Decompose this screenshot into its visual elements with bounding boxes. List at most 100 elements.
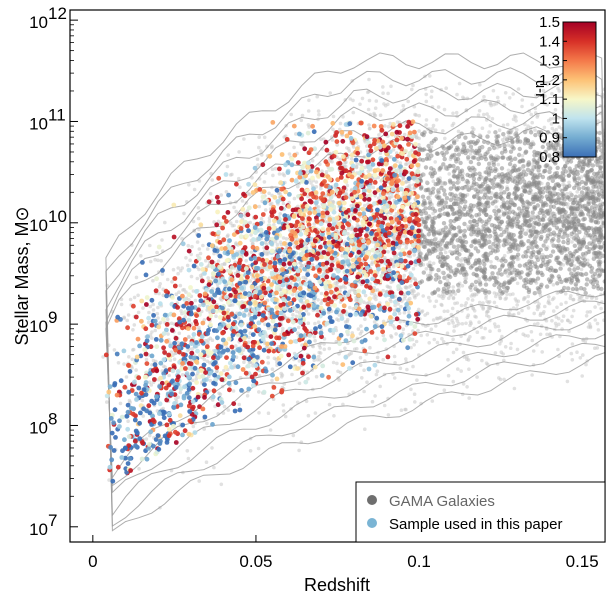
gama-point — [262, 135, 267, 140]
gama-point — [593, 305, 597, 309]
gama-point — [436, 105, 441, 109]
gama-point — [481, 253, 486, 259]
gama-point — [278, 212, 283, 216]
gama-point — [487, 235, 491, 240]
gama-point — [507, 246, 512, 252]
gama-point — [462, 228, 467, 234]
gama-point — [314, 180, 319, 184]
gama-point — [159, 258, 163, 263]
gama-point — [188, 258, 192, 263]
gama-point — [538, 284, 543, 289]
gama-point — [443, 166, 448, 171]
gama-point — [554, 225, 560, 230]
gama-point — [510, 140, 515, 145]
gama-point — [505, 220, 510, 225]
gama-point — [151, 278, 155, 283]
gama-point — [569, 220, 574, 225]
gama-point — [606, 200, 610, 204]
gama-point — [430, 202, 435, 207]
gama-point — [440, 270, 445, 275]
gama-point — [480, 336, 485, 340]
gama-point — [579, 175, 584, 179]
gama-point — [520, 165, 524, 170]
gama-point — [206, 338, 211, 342]
gama-point — [461, 233, 467, 238]
gama-point — [493, 238, 498, 243]
gama-point — [131, 348, 135, 352]
gama-point — [487, 130, 491, 134]
gama-point — [505, 205, 510, 210]
gama-point — [496, 324, 501, 329]
gama-point — [212, 220, 216, 224]
gama-point — [480, 145, 484, 150]
gama-point — [237, 150, 241, 154]
gama-point — [570, 216, 575, 222]
gama-point — [242, 360, 246, 365]
gama-point — [432, 215, 438, 220]
gama-point — [418, 186, 424, 191]
gama-point — [186, 243, 191, 248]
gama-point — [155, 311, 160, 316]
gama-point — [526, 218, 532, 224]
gama-point — [522, 221, 527, 226]
gama-point — [520, 98, 525, 102]
gama-point — [515, 221, 520, 227]
gama-point — [448, 191, 453, 197]
gama-point — [523, 189, 528, 194]
gama-point — [406, 99, 411, 104]
gama-point — [498, 191, 504, 196]
gama-point — [503, 91, 508, 95]
gama-point — [517, 146, 522, 152]
gama-point — [316, 320, 321, 325]
gama-point — [454, 347, 459, 352]
gama-point — [583, 235, 587, 239]
gama-point — [553, 268, 558, 273]
gama-point — [431, 123, 436, 128]
gama-point — [434, 299, 439, 304]
gama-point — [584, 206, 589, 212]
gama-point — [577, 298, 582, 302]
gama-point — [538, 332, 543, 337]
gama-point — [367, 126, 372, 131]
gama-point — [265, 334, 270, 339]
gama-point — [112, 348, 117, 352]
gama-point — [469, 282, 475, 287]
gama-point — [561, 263, 566, 267]
gama-point — [516, 257, 521, 261]
gama-point — [606, 126, 610, 130]
gama-point — [606, 205, 610, 209]
gama-point — [569, 294, 573, 298]
gama-point — [527, 223, 532, 228]
gama-point — [363, 203, 367, 208]
gama-point — [572, 243, 577, 248]
gama-point — [454, 110, 459, 115]
gama-point — [185, 263, 190, 268]
gama-point — [399, 408, 404, 413]
gama-point — [588, 218, 594, 223]
gama-point — [365, 90, 370, 95]
gama-point — [444, 262, 449, 267]
gama-galaxies-points — [101, 74, 610, 510]
gama-point — [558, 266, 563, 271]
gama-point — [451, 201, 457, 207]
gama-point — [565, 247, 570, 252]
gama-point — [169, 350, 174, 354]
gama-point — [348, 305, 352, 310]
gama-point — [484, 257, 489, 262]
gama-point — [508, 144, 512, 148]
gama-point — [489, 244, 494, 249]
gama-point — [405, 367, 409, 372]
gama-point — [559, 302, 563, 307]
gama-point — [327, 402, 332, 407]
gama-point — [465, 148, 470, 153]
gama-point — [606, 248, 610, 252]
gama-point — [153, 328, 157, 333]
gama-point — [349, 157, 354, 161]
gama-point — [349, 204, 354, 208]
gama-point — [420, 157, 426, 163]
gama-point — [488, 166, 493, 171]
gama-point — [591, 284, 596, 290]
gama-point — [130, 366, 134, 370]
gama-point — [597, 255, 602, 260]
gama-point — [516, 152, 522, 158]
